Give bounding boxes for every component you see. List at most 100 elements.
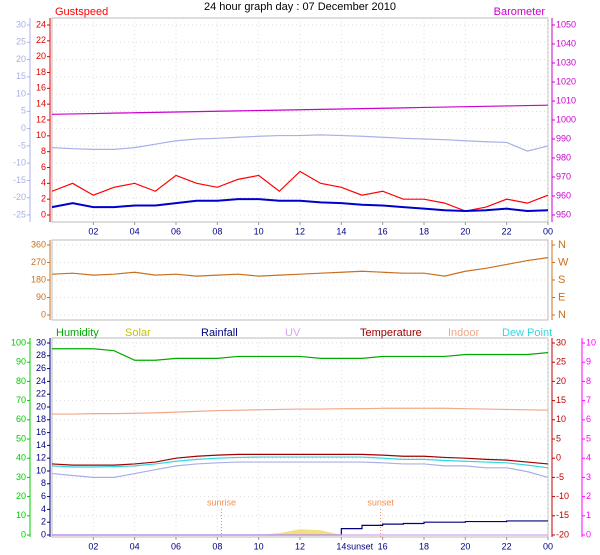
- solar-area: [52, 529, 548, 535]
- y-tick-label: 18: [36, 67, 46, 77]
- x-tick-label: 18: [419, 541, 429, 551]
- legend-entry: Temperature: [360, 327, 422, 339]
- y-tick-label: 980: [556, 152, 571, 162]
- x-tick-label: 16: [378, 226, 388, 236]
- y-tick-label: 1000: [556, 114, 576, 124]
- y-tick-label: 50: [16, 433, 26, 443]
- annotation: sunrise: [207, 497, 236, 507]
- y-tick-label: 20: [16, 54, 26, 64]
- y-tick-label: 180: [31, 274, 46, 284]
- y-tick-label: -5: [556, 472, 564, 482]
- y-tick-label: 12: [36, 453, 46, 463]
- y-tick-label: 10: [586, 337, 596, 347]
- y-tick-label: 0: [21, 529, 26, 539]
- y-tick-label: 360: [31, 239, 46, 249]
- y-tick-label: 10: [36, 465, 46, 475]
- y-tick-label: 4: [41, 178, 46, 188]
- y-tick-label: -20: [13, 192, 26, 202]
- y-tick-label: 26: [36, 363, 46, 373]
- y-tick-label: 24: [36, 376, 46, 386]
- y-tick-label: 30: [16, 19, 26, 29]
- y-tick-label: 9: [586, 357, 591, 367]
- y-tick-label: 30: [16, 472, 26, 482]
- y-tick-label: 970: [556, 171, 571, 181]
- legend-entry: Solar: [125, 327, 151, 339]
- x-tick-label: 02: [88, 541, 98, 551]
- y-tick-label: 2: [41, 194, 46, 204]
- page-title: 24 hour graph day : 07 December 2010: [204, 1, 396, 13]
- y-tick-label: 30: [36, 337, 46, 347]
- y-tick-label: -20: [556, 529, 569, 539]
- series-line: [51, 257, 549, 277]
- y-tick-label: N: [558, 309, 566, 321]
- y-tick-label: 5: [556, 433, 561, 443]
- x-tick-label: 08: [212, 226, 222, 236]
- y-tick-label: 15: [556, 395, 566, 405]
- y-tick-label: -10: [13, 158, 26, 168]
- y-tick-label: S: [558, 274, 565, 286]
- y-tick-label: 6: [41, 491, 46, 501]
- x-tick-label: 06: [171, 541, 181, 551]
- y-tick-label: 6: [586, 414, 591, 424]
- y-tick-label: 7: [586, 395, 591, 405]
- x-tick-label: 22: [502, 541, 512, 551]
- y-tick-label: 15: [16, 71, 26, 81]
- legend-entry: Rainfall: [201, 327, 238, 339]
- plot-frame: [51, 337, 549, 538]
- x-tick-label: 18: [419, 226, 429, 236]
- y-tick-label: -15: [556, 510, 569, 520]
- y-tick-label: 4: [586, 453, 591, 463]
- series-line: [51, 461, 549, 478]
- y-tick-label: 90: [36, 292, 46, 302]
- x-tick-label: 00: [543, 226, 553, 236]
- y-tick-label: 6: [41, 162, 46, 172]
- y-tick-label: E: [558, 291, 565, 303]
- y-tick-label: 960: [556, 190, 571, 200]
- y-tick-label: 80: [16, 376, 26, 386]
- legend-entry: Dew Point: [502, 327, 552, 339]
- x-tick-label: 10: [254, 541, 264, 551]
- series-line: [51, 453, 549, 466]
- series-line: [51, 198, 549, 213]
- y-tick-label: 22: [36, 389, 46, 399]
- x-tick-label: 14: [336, 226, 346, 236]
- y-tick-label: 0: [556, 453, 561, 463]
- y-tick-label: 28: [36, 350, 46, 360]
- y-tick-label: 10: [36, 130, 46, 140]
- series-line: [51, 104, 549, 115]
- y-tick-label: 100: [11, 337, 26, 347]
- y-tick-label: 25: [16, 37, 26, 47]
- x-tick-label: 00: [543, 541, 553, 551]
- x-tick-label: 06: [171, 226, 181, 236]
- legend-entry: Barometer: [494, 6, 546, 18]
- y-tick-label: 20: [36, 51, 46, 61]
- y-tick-label: 1010: [556, 95, 576, 105]
- y-tick-label: 2: [41, 517, 46, 527]
- y-tick-label: 10: [16, 88, 26, 98]
- y-tick-label: 990: [556, 133, 571, 143]
- y-tick-label: 10: [556, 414, 566, 424]
- legend-entry: UV: [285, 327, 301, 339]
- y-tick-label: 14: [36, 99, 46, 109]
- y-tick-label: 22: [36, 35, 46, 45]
- y-tick-label: 1020: [556, 76, 576, 86]
- y-tick-label: 0: [586, 529, 591, 539]
- series-line: [52, 407, 549, 415]
- y-tick-label: 20: [16, 491, 26, 501]
- annotation: sunset: [347, 541, 374, 551]
- x-tick-label: 12: [295, 541, 305, 551]
- y-tick-label: -5: [18, 140, 26, 150]
- y-tick-label: 90: [16, 357, 26, 367]
- series-line: [51, 134, 549, 152]
- x-tick-label: 04: [130, 541, 140, 551]
- y-tick-label: 10: [16, 510, 26, 520]
- x-tick-label: 12: [295, 226, 305, 236]
- y-tick-label: 4: [41, 504, 46, 514]
- y-tick-label: 14: [36, 440, 46, 450]
- y-tick-label: 1030: [556, 57, 576, 67]
- y-tick-label: 1050: [556, 19, 576, 29]
- x-tick-label: 14: [336, 541, 346, 551]
- y-tick-label: 20: [36, 401, 46, 411]
- y-tick-label: 2: [586, 491, 591, 501]
- y-tick-label: 950: [556, 209, 571, 219]
